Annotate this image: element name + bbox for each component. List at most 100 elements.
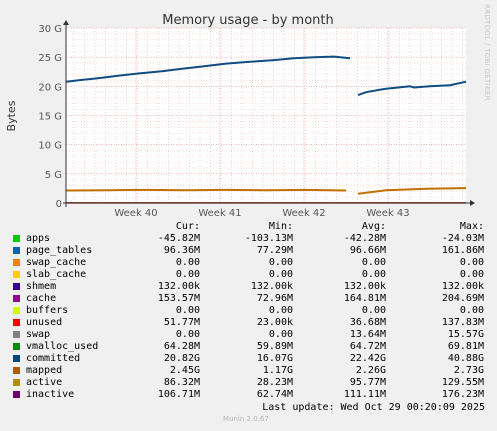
legend-name: active [26, 377, 63, 388]
legend-header-cur: Cur: [175, 221, 200, 232]
legend-swatch [13, 319, 20, 326]
x-tick-label: Week 40 [114, 208, 157, 219]
y-tick-label: 0 [56, 199, 62, 210]
legend-max: 132.00k [441, 281, 484, 292]
legend-cur: 2.45G [169, 365, 200, 376]
legend-max: 2.73G [453, 365, 484, 376]
legend-header: Cur: Min: Avg: Max: [12, 221, 488, 233]
legend-row: vmalloc_used 64.28M 59.89M 64.72M 69.81M [12, 341, 488, 353]
legend-max: 69.81M [447, 341, 484, 352]
legend-cur: 0.00 [175, 269, 200, 280]
y-tick-label: 10 G [38, 141, 62, 152]
legend-cur: 20.82G [163, 353, 200, 364]
legend-swatch [13, 307, 20, 314]
legend-swatch [13, 259, 20, 266]
legend-swatch [13, 379, 20, 386]
legend-cur: 153.57M [157, 293, 200, 304]
legend-min: 132.00k [250, 281, 293, 292]
legend-avg: 0.00 [361, 305, 386, 316]
legend-min: 62.74M [256, 389, 293, 400]
legend-min: 77.29M [256, 245, 293, 256]
legend-name: mapped [26, 365, 63, 376]
legend-row: unused 51.77M 23.00k 36.68M 137.83M [12, 317, 488, 329]
legend-swatch [13, 367, 20, 374]
legend-max: 129.55M [441, 377, 484, 388]
legend-avg: 64.72M [349, 341, 386, 352]
legend-row: active 86.32M 28.23M 95.77M 129.55M [12, 377, 488, 389]
x-tick-label: Week 43 [366, 208, 409, 219]
legend-min: 59.89M [256, 341, 293, 352]
legend-name: slab_cache [26, 269, 87, 280]
legend-row: swap_cache 0.00 0.00 0.00 0.00 [12, 257, 488, 269]
y-axis-arrow [63, 20, 69, 25]
legend-swatch [13, 391, 20, 398]
legend-avg: 0.00 [361, 269, 386, 280]
legend-name: cache [26, 293, 57, 304]
legend-avg: 95.77M [349, 377, 386, 388]
legend-cur: 132.00k [157, 281, 200, 292]
legend-swatch [13, 355, 20, 362]
legend-max: 176.23M [441, 389, 484, 400]
legend-name: buffers [26, 305, 69, 316]
legend-swatch [13, 247, 20, 254]
y-axis-label: Bytes [5, 100, 18, 131]
legend-name: vmalloc_used [26, 341, 99, 352]
legend-avg: 13.64M [349, 329, 386, 340]
rrdtool-credit: RRDTOOL / TOBI OETIKER [483, 4, 491, 101]
legend-name: unused [26, 317, 63, 328]
legend-min: 0.00 [268, 329, 293, 340]
y-tick-label: 15 G [38, 112, 62, 123]
legend-swatch [13, 271, 20, 278]
legend-min: 16.07G [256, 353, 293, 364]
legend-cur: 0.00 [175, 257, 200, 268]
legend-cur: 96.36M [163, 245, 200, 256]
legend-min: 1.17G [262, 365, 293, 376]
legend-swatch [13, 283, 20, 290]
legend-max: 161.86M [441, 245, 484, 256]
memory-usage-chart: 0 5 G 10 G 15 G 20 G 25 G 30 G Week 40 Week 41 We… [5, 13, 475, 219]
legend-min: 0.00 [268, 269, 293, 280]
legend-name: swap [26, 329, 51, 340]
legend-header-min: Min: [268, 221, 293, 232]
y-tick-label: 30 G [38, 24, 62, 35]
y-tick-label: 5 G [45, 170, 62, 181]
legend-row: mapped 2.45G 1.17G 2.26G 2.73G [12, 365, 488, 377]
legend-cur: 106.71M [157, 389, 200, 400]
legend-min: 0.00 [268, 257, 293, 268]
legend-name: apps [26, 233, 51, 244]
legend-row: slab_cache 0.00 0.00 0.00 0.00 [12, 269, 488, 281]
legend-name: page_tables [26, 245, 93, 256]
y-tick-label: 20 G [38, 82, 62, 93]
legend-avg: 22.42G [349, 353, 386, 364]
legend-rows: apps -45.82M -103.13M -42.28M -24.03M page_ta… [12, 233, 488, 401]
legend-swatch [13, 343, 20, 350]
legend-row: shmem 132.00k 132.00k 132.00k 132.00k [12, 281, 488, 293]
legend-swatch [13, 295, 20, 302]
legend-max: 40.88G [447, 353, 484, 364]
legend-max: 0.00 [459, 257, 484, 268]
legend-max: 204.69M [441, 293, 484, 304]
series-committed-line [65, 55, 467, 97]
legend-cur: 0.00 [175, 329, 200, 340]
legend-avg: 164.81M [343, 293, 386, 304]
x-axis-arrow [470, 200, 475, 206]
last-update: Last update: Wed Oct 29 00:20:09 2025 [262, 402, 485, 413]
legend-cur: -45.82M [157, 233, 200, 244]
legend-header-avg: Avg: [361, 221, 386, 232]
legend-row: committed 20.82G 16.07G 22.42G 40.88G [12, 353, 488, 365]
legend-name: inactive [26, 389, 75, 400]
legend-row: apps -45.82M -103.13M -42.28M -24.03M [12, 233, 488, 245]
legend-cur: 64.28M [163, 341, 200, 352]
legend-row: swap 0.00 0.00 13.64M 15.57G [12, 329, 488, 341]
munin-version: Munin 2.0.67 [223, 415, 269, 423]
legend-cur: 86.32M [163, 377, 200, 388]
legend-row: inactive 106.71M 62.74M 111.11M 176.23M [12, 389, 488, 401]
legend-avg: 111.11M [343, 389, 386, 400]
legend-min: 72.96M [256, 293, 293, 304]
legend-cur: 0.00 [175, 305, 200, 316]
legend-swatch [13, 331, 20, 338]
x-tick-label: Week 41 [198, 208, 241, 219]
legend-avg: 2.26G [355, 365, 386, 376]
legend-max: 15.57G [447, 329, 484, 340]
axes: 0 5 G 10 G 15 G 20 G 25 G 30 G Week 40 Week 41 We… [38, 20, 475, 219]
